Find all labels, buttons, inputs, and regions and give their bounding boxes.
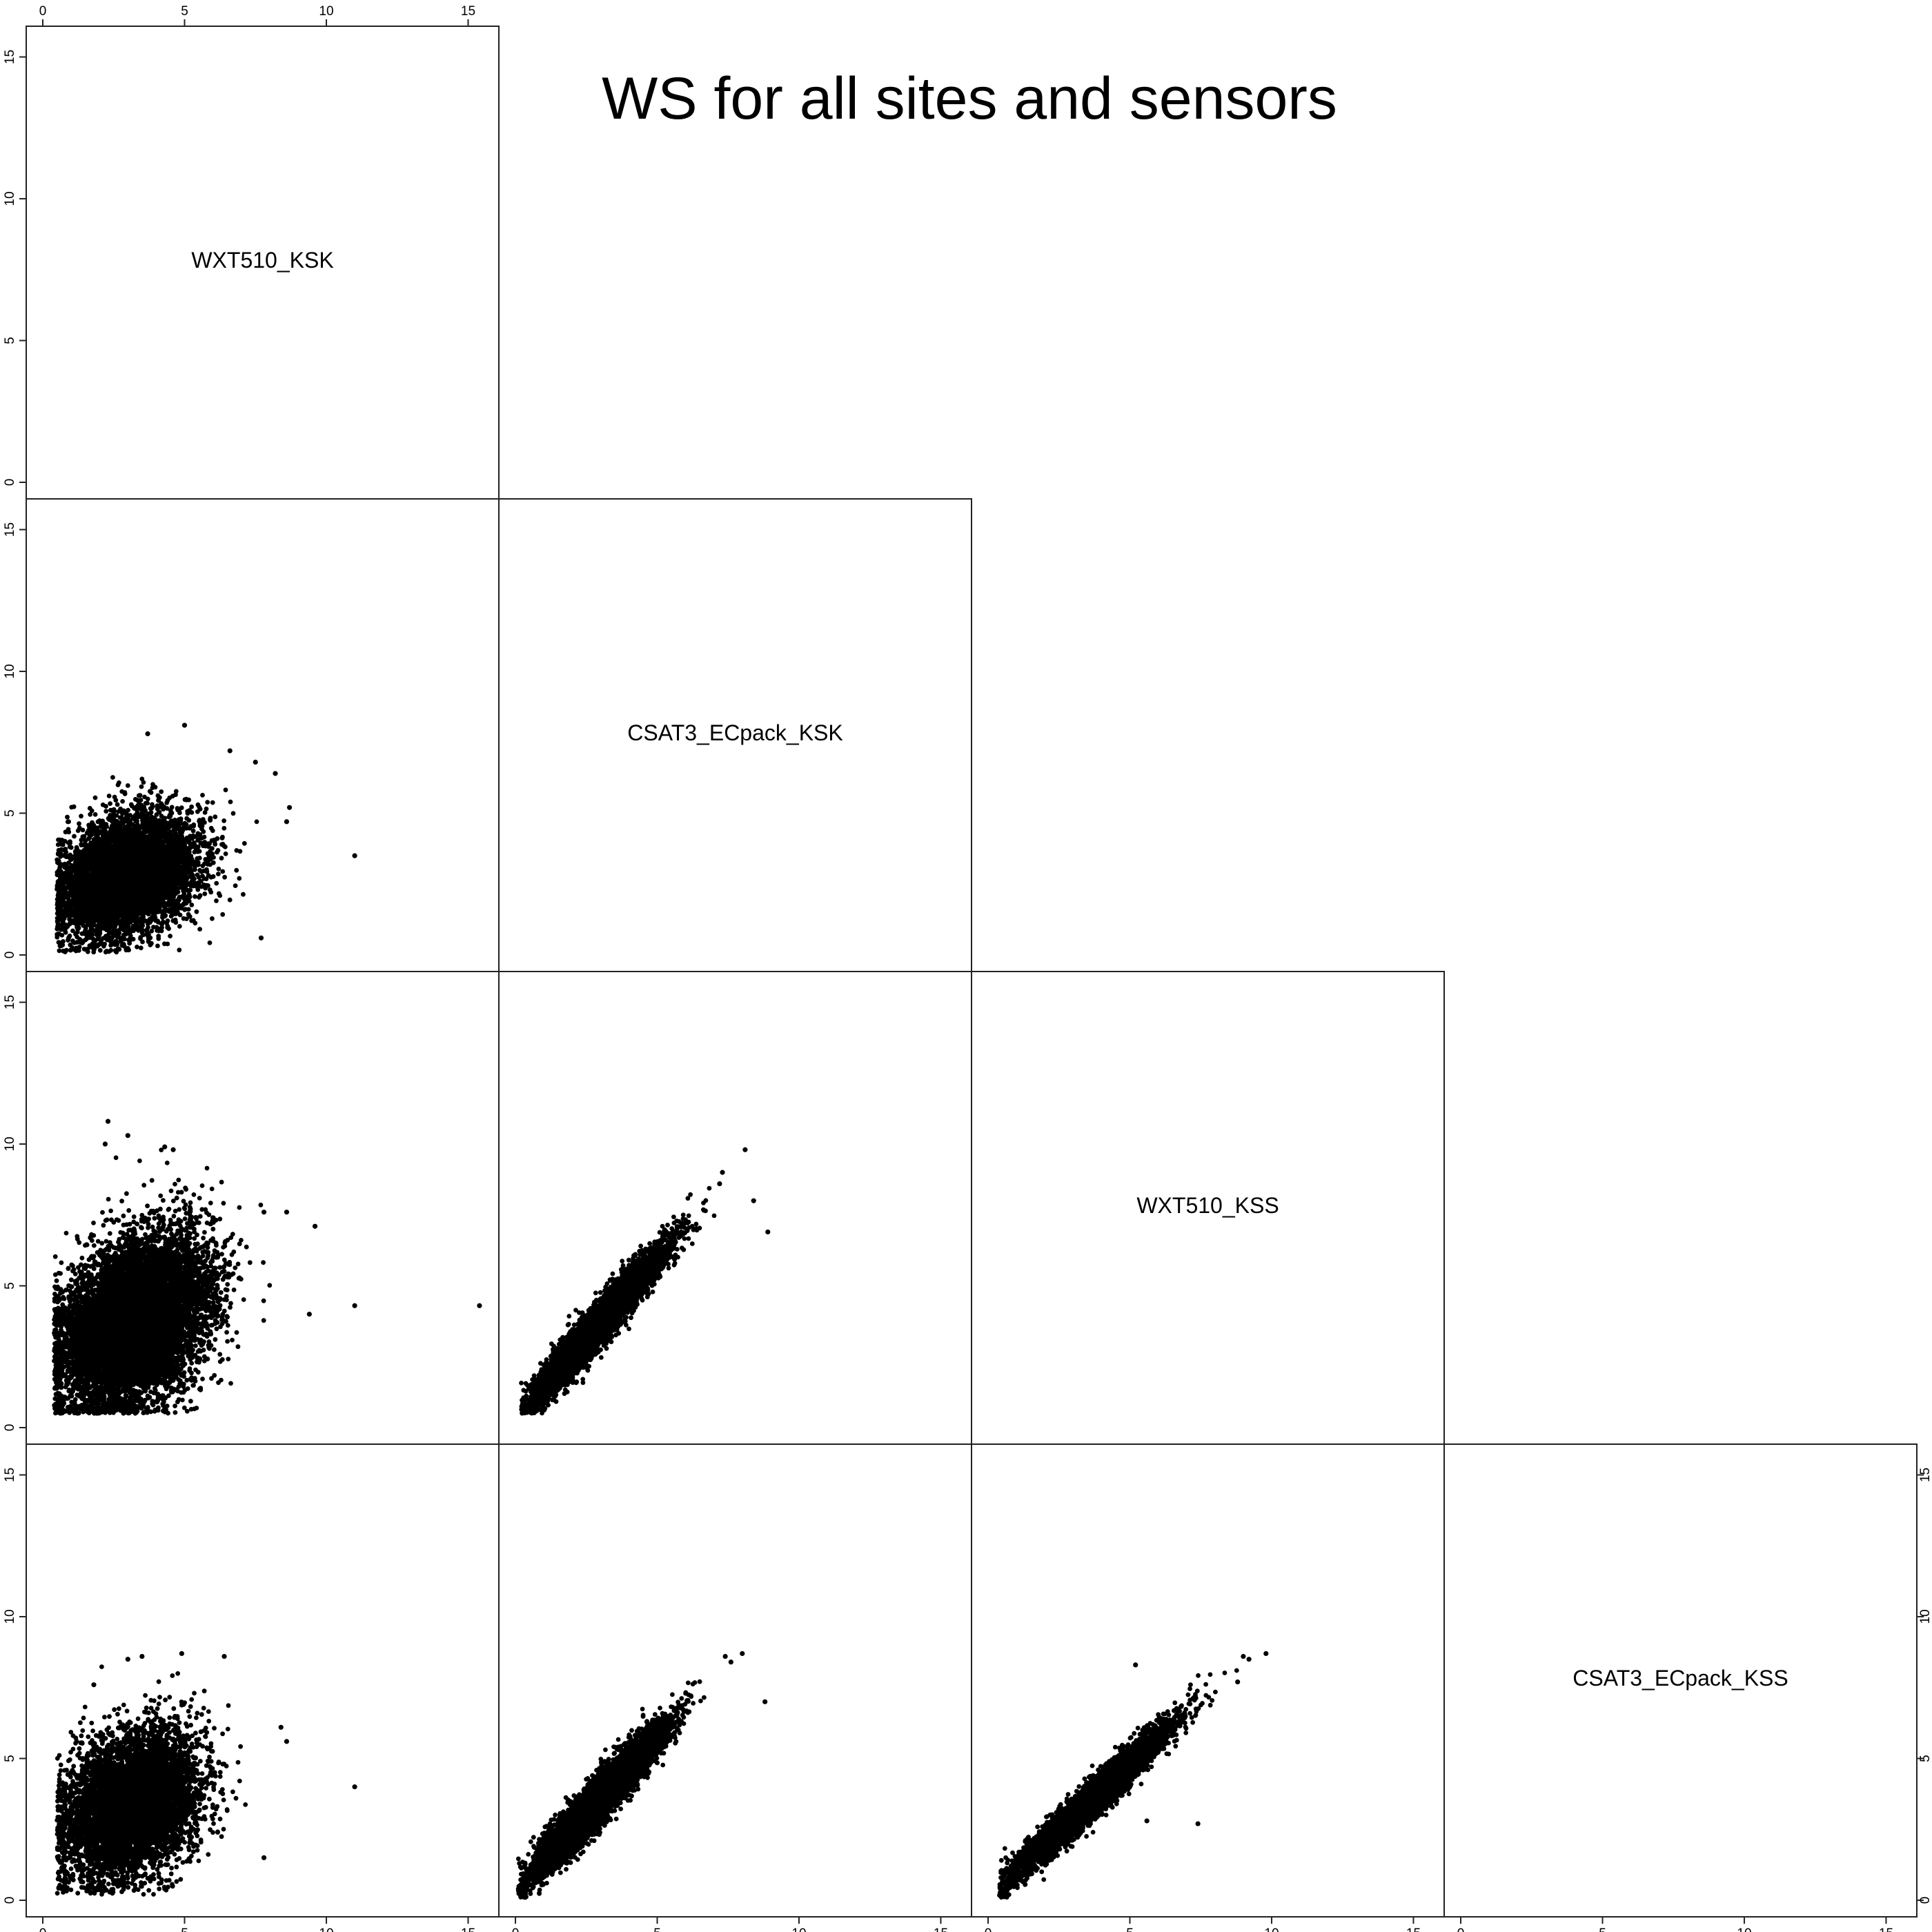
data-point [133, 797, 138, 802]
data-point [208, 940, 213, 945]
data-point [69, 805, 74, 810]
x-tick-label-top: 0 [39, 4, 47, 19]
data-point [231, 811, 236, 816]
data-point [108, 948, 113, 953]
y-tick-label-left: 10 [3, 191, 17, 206]
data-point [159, 929, 164, 934]
x-tick-label-bottom: 0 [985, 1926, 992, 1932]
x-tick-label-bottom: 0 [1457, 1926, 1465, 1932]
data-point [108, 801, 112, 806]
data-point [202, 891, 207, 896]
y-tick-label-left: 15 [3, 522, 17, 537]
y-tick-label-right: 5 [1918, 1755, 1932, 1762]
diagonal-label-wxt510-kss: WXT510_KSS [1136, 1193, 1279, 1218]
data-point [210, 800, 215, 805]
y-tick-label-left: 15 [3, 50, 17, 64]
x-tick-label-bottom: 5 [1599, 1926, 1606, 1932]
x-tick-label-bottom: 5 [1126, 1926, 1134, 1932]
x-tick-label-bottom: 0 [512, 1926, 520, 1932]
y-tick-label-right: 15 [1918, 1468, 1932, 1482]
data-point [241, 892, 246, 897]
data-point [212, 838, 217, 842]
y-tick-label-left: 15 [3, 995, 17, 1009]
data-point [98, 948, 103, 953]
data-point [149, 790, 154, 795]
x-tick-label-top: 15 [461, 4, 475, 19]
data-point [197, 927, 202, 931]
data-point [65, 815, 70, 820]
data-point [255, 820, 259, 825]
x-tick-label-bottom: 10 [319, 1926, 333, 1932]
x-tick-label-bottom: 10 [1264, 1926, 1279, 1932]
y-tick-label-left: 10 [3, 1136, 17, 1151]
data-point [213, 814, 217, 819]
data-point [72, 834, 77, 839]
x-tick-label-bottom: 5 [181, 1926, 188, 1932]
y-tick-label-right: 0 [1918, 1897, 1932, 1904]
data-point [221, 826, 226, 831]
x-tick-label-bottom: 15 [1406, 1926, 1421, 1932]
x-tick-label-bottom: 15 [461, 1926, 475, 1932]
y-tick-label-left: 0 [3, 1897, 17, 1904]
data-point [107, 793, 112, 798]
data-point [79, 814, 83, 818]
data-point [191, 829, 196, 834]
data-point [57, 948, 62, 953]
data-point [237, 876, 241, 881]
x-tick-label-top: 10 [319, 4, 333, 19]
data-point [110, 775, 115, 780]
data-point [93, 812, 98, 817]
data-point [220, 869, 225, 874]
data-point [228, 898, 233, 903]
diagonal-label-wxt510-ksk: WXT510_KSK [191, 248, 333, 273]
data-point [210, 916, 215, 921]
y-tick-label-right: 10 [1918, 1609, 1932, 1624]
data-point [103, 949, 108, 954]
data-point [159, 789, 164, 794]
x-tick-label-bottom: 15 [1879, 1926, 1893, 1932]
data-point [242, 841, 247, 846]
y-tick-label-left: 0 [3, 952, 17, 959]
chart-title: WS for all sites and sensors [602, 66, 1337, 132]
y-tick-label-left: 15 [3, 1468, 17, 1482]
y-tick-label-left: 10 [3, 664, 17, 678]
data-point [233, 883, 238, 888]
data-point [126, 783, 130, 788]
y-tick-label-left: 10 [3, 1609, 17, 1624]
x-tick-label-bottom: 15 [934, 1926, 948, 1932]
data-point [139, 945, 144, 950]
diagonal-label-csat3-ecpack-kss: CSAT3_ECpack_KSS [1573, 1666, 1788, 1690]
y-tick-label-left: 0 [3, 479, 17, 486]
diagonal-label-csat3-ecpack-ksk: CSAT3_ECpack_KSK [627, 720, 842, 745]
panel-wxt510_ksk-vs-csat3_ecpack_ksk [55, 723, 357, 955]
x-tick-label-bottom: 5 [653, 1926, 661, 1932]
data-point [177, 924, 182, 929]
y-tick-label-left: 0 [3, 1424, 17, 1432]
x-tick-label-bottom: 0 [39, 1926, 47, 1932]
data-point [77, 821, 81, 826]
data-point [221, 818, 226, 823]
x-tick-label-bottom: 10 [1737, 1926, 1751, 1932]
y-tick-label-left: 5 [3, 1282, 17, 1290]
data-point [200, 793, 205, 798]
y-tick-label-left: 5 [3, 809, 17, 817]
data-point [101, 802, 106, 807]
y-tick-label-left: 5 [3, 1755, 17, 1762]
data-point [220, 912, 225, 917]
data-point [188, 914, 193, 919]
x-tick-label-bottom: 10 [791, 1926, 806, 1932]
data-point [139, 785, 144, 789]
x-tick-label-top: 5 [181, 4, 188, 19]
y-tick-label-left: 5 [3, 337, 17, 344]
data-point [208, 817, 213, 822]
